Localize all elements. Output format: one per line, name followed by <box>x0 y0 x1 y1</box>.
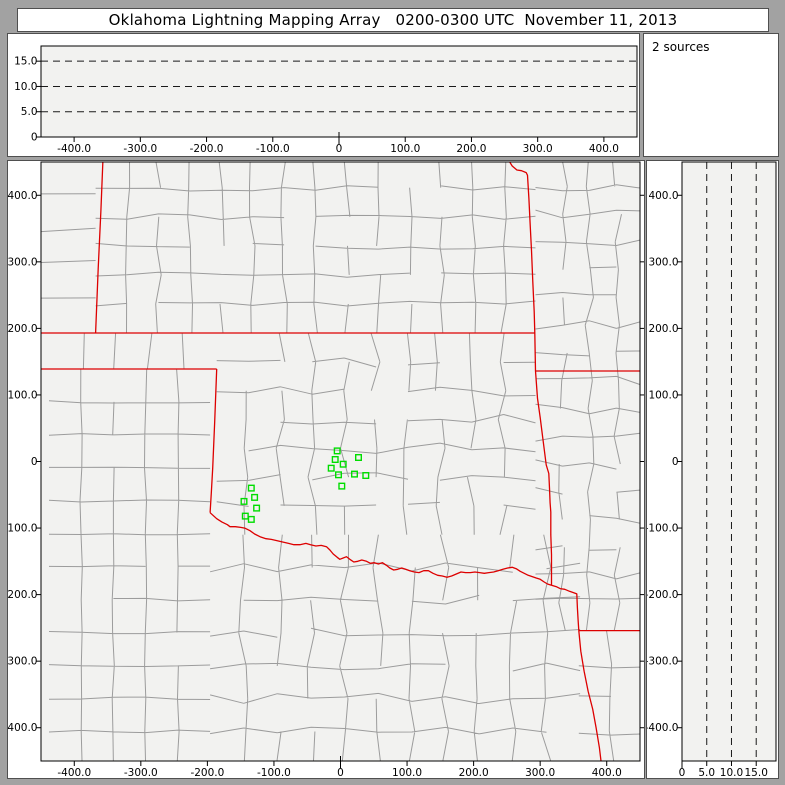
ew-tick-label: 0 <box>336 143 343 155</box>
altitude-tick-label: 10.0 <box>14 81 37 93</box>
county-grid-kansas <box>95 162 536 334</box>
title-bar: Oklahoma Lightning Mapping Array 0200-03… <box>17 8 769 32</box>
altitude-tick-label: 5.0 <box>21 106 38 118</box>
lma-station-marker <box>335 471 343 479</box>
ew-tick-label: 100.0 <box>392 767 422 778</box>
lma-station-marker <box>240 497 248 505</box>
ew-tick-label: -100.0 <box>256 143 290 155</box>
window-title: Oklahoma Lightning Mapping Array 0200-03… <box>108 11 678 29</box>
ew-tick-label: -400.0 <box>57 767 91 778</box>
ew-tick-label: 300.0 <box>525 767 555 778</box>
source-count-label: 2 sources <box>652 40 710 54</box>
ns-tick-label: -100.0 <box>647 523 679 535</box>
county-grid-oklahoma <box>216 332 536 535</box>
ew-tick-label: -300.0 <box>123 143 157 155</box>
ns-tick-label: 300.0 <box>8 256 38 268</box>
ns-tick-label: 400.0 <box>8 190 38 202</box>
ns-tick-label: -300.0 <box>8 656 38 668</box>
county-grid-ok-panhandle <box>82 332 185 370</box>
ns-tick-label: -200.0 <box>647 589 679 601</box>
ew-tick-label: -200.0 <box>190 767 224 778</box>
ns-tick-label: -300.0 <box>647 656 679 668</box>
ns-tick-label: 0 <box>672 456 679 468</box>
altitude-tick-label: 0 <box>679 767 686 778</box>
lma-stations <box>240 447 370 523</box>
state-border-red-river <box>209 512 552 586</box>
ns-tick-label: -400.0 <box>8 722 38 734</box>
altitude-tick-label: 15.0 <box>745 767 768 778</box>
lma-station-marker <box>253 504 261 512</box>
lma-station-marker <box>339 460 347 468</box>
ns-tick-label: -400.0 <box>647 722 679 734</box>
altitude-vs-east-west-plot[interactable]: 15.0 10.0 5.0 0 -400.0 -300.0 -200.0 -100.0 0 100… <box>8 34 639 156</box>
ew-tick-label: 400.0 <box>592 767 622 778</box>
county-boundaries <box>41 162 640 761</box>
ew-tick-label: 400.0 <box>589 143 619 155</box>
county-grid-missouri-arkansas <box>535 162 640 631</box>
altitude-vs-north-south-panel: 400.0 300.0 200.0 100.0 0 -100.0 -200.0 -300.0 -… <box>646 160 779 779</box>
ns-tick-label: 200.0 <box>648 323 678 335</box>
ns-tick-label: 100.0 <box>8 389 38 401</box>
plan-view-map-plot[interactable]: 400.0 300.0 200.0 100.0 0 -100.0 -200.0 -300.0 -… <box>8 161 644 778</box>
state-border-tx-ar <box>551 584 580 631</box>
lma-station-marker <box>327 464 335 472</box>
state-border-ok-tx-100w <box>209 368 218 513</box>
lma-station-marker <box>247 515 255 523</box>
ew-tick-label: 100.0 <box>390 143 420 155</box>
county-grid-north-texas <box>209 534 581 761</box>
source-count-panel: 2 sources <box>643 33 779 157</box>
ns-tick-label: 300.0 <box>648 256 678 268</box>
ns-tick-label: 200.0 <box>8 323 38 335</box>
lma-station-marker <box>355 454 363 462</box>
ew-tick-label: 300.0 <box>523 143 553 155</box>
lma-station-marker <box>333 447 341 455</box>
ew-tick-label: -300.0 <box>124 767 158 778</box>
altitude-vs-east-west-panel: 15.0 10.0 5.0 0 -400.0 -300.0 -200.0 -100.0 0 100… <box>7 33 640 157</box>
ew-tick-label: 200.0 <box>456 143 486 155</box>
ew-tick-label: 0 <box>337 767 344 778</box>
altitude-tick-label: 15.0 <box>14 56 37 68</box>
lma-station-marker <box>331 456 339 464</box>
lma-station-marker <box>362 472 370 480</box>
county-grid-tx-panhandle <box>48 368 211 761</box>
ns-tick-label: -100.0 <box>8 523 38 535</box>
lma-station-marker <box>338 482 346 490</box>
ew-tick-label: -200.0 <box>190 143 224 155</box>
lma-station-marker <box>351 470 359 478</box>
ew-tick-label: 200.0 <box>459 767 489 778</box>
ew-tick-label: -100.0 <box>257 767 291 778</box>
ns-tick-label: 400.0 <box>648 190 678 202</box>
plan-view-map-panel: 400.0 300.0 200.0 100.0 0 -100.0 -200.0 -300.0 -… <box>7 160 645 779</box>
lma-station-marker <box>251 493 259 501</box>
ns-tick-label: -200.0 <box>8 589 38 601</box>
altitude-tick-label: 10.0 <box>720 767 743 778</box>
state-border-tx-la <box>578 630 602 761</box>
state-borders <box>41 162 640 761</box>
altitude-vs-north-south-plot[interactable]: 400.0 300.0 200.0 100.0 0 -100.0 -200.0 -300.0 -… <box>647 161 778 778</box>
ns-tick-label: 100.0 <box>648 389 678 401</box>
ew-tick-label: -400.0 <box>57 143 91 155</box>
county-grid-colorado <box>41 193 96 299</box>
lma-station-marker <box>247 484 255 492</box>
state-border-co-ks <box>94 162 104 334</box>
ns-tick-label: 0 <box>31 456 38 468</box>
altitude-tick-label: 5.0 <box>698 767 715 778</box>
altitude-tick-label: 0 <box>31 132 38 144</box>
county-grid-louisiana <box>578 630 640 761</box>
